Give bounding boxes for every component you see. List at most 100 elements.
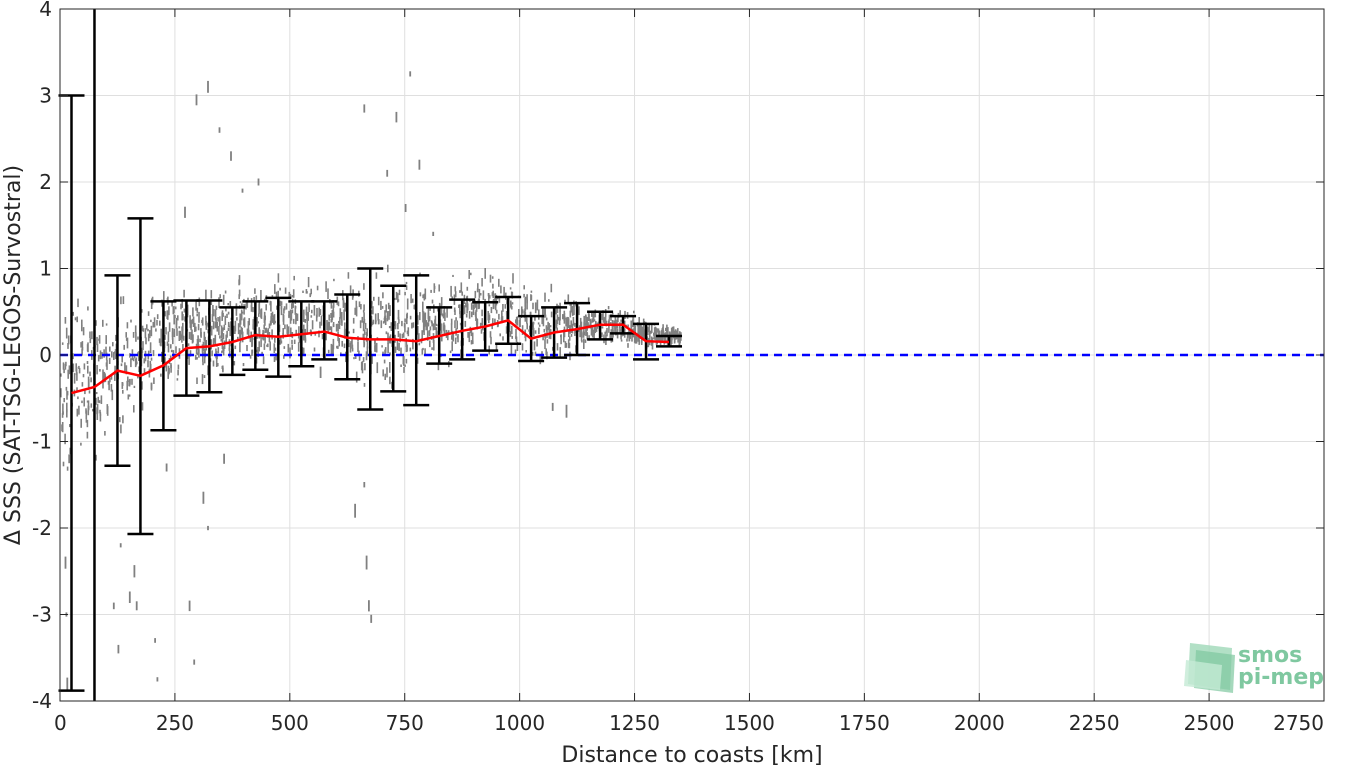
scatter-point [387, 302, 390, 310]
scatter-point [83, 363, 86, 370]
scatter-point [119, 417, 121, 423]
scatter-point [510, 300, 512, 308]
scatter-point [394, 324, 397, 330]
scatter-point [641, 330, 644, 337]
scatter-point [184, 206, 186, 218]
scatter-point [295, 314, 297, 325]
scatter-point [236, 317, 238, 321]
scatter-point [534, 315, 536, 321]
scatter-point [371, 354, 373, 364]
scatter-point [592, 333, 595, 338]
scatter-point [145, 337, 147, 345]
scatter-point [66, 409, 68, 418]
scatter-point [289, 315, 292, 324]
scatter-point [176, 328, 178, 336]
scatter-point [96, 403, 99, 414]
scatter-point [72, 353, 74, 360]
scatter-point [498, 295, 501, 303]
scatter-point [62, 362, 65, 370]
scatter-point [482, 326, 484, 331]
scatter-point [310, 288, 312, 295]
scatter-point [226, 330, 228, 338]
scatter-point [628, 338, 630, 342]
scatter-point [595, 328, 598, 332]
scatter-point [514, 349, 517, 354]
scatter-point [526, 294, 528, 304]
scatter-point [105, 352, 108, 361]
scatter-point [210, 290, 213, 299]
scatter-point [128, 591, 131, 603]
scatter-point [433, 283, 436, 293]
x-tick-label: 1500 [724, 711, 775, 735]
scatter-point [158, 338, 161, 343]
scatter-point [419, 312, 421, 321]
scatter-point [453, 307, 456, 312]
scatter-point [87, 342, 89, 353]
scatter-point [197, 344, 200, 355]
scatter-point [602, 310, 604, 321]
scatter-point [96, 336, 98, 346]
scatter-point [412, 338, 414, 350]
scatter-point [274, 337, 276, 343]
scatter-point [266, 344, 268, 347]
scatter-point [133, 355, 136, 359]
scatter-point [227, 327, 230, 331]
scatter-point [565, 404, 568, 418]
scatter-point [586, 333, 589, 340]
scatter-point [648, 323, 651, 333]
scatter-point [258, 327, 260, 332]
scatter-point [333, 278, 335, 282]
scatter-point [239, 313, 241, 321]
scatter-point [343, 343, 346, 349]
scatter-point [657, 328, 660, 335]
scatter-point [222, 294, 225, 305]
scatter-point [521, 343, 524, 351]
scatter-point [609, 332, 612, 340]
scatter-point [155, 328, 157, 332]
scatter-point [279, 340, 282, 345]
scatter-point [490, 336, 492, 345]
scatter-point [584, 339, 587, 343]
scatter-point [205, 320, 208, 330]
scatter-point [495, 309, 498, 314]
scatter-point [548, 299, 550, 302]
scatter-point [65, 386, 68, 391]
scatter-point [440, 297, 443, 306]
scatter-point [61, 422, 64, 433]
scatter-point [143, 368, 146, 375]
scatter-point [361, 361, 364, 371]
scatter-point [275, 353, 277, 361]
scatter-point [585, 314, 587, 318]
scatter-point [633, 322, 636, 330]
scatter-point [96, 343, 99, 352]
scatter-point [288, 291, 291, 298]
scatter-point [196, 339, 199, 350]
scatter-point [573, 305, 575, 316]
scatter-point [147, 360, 149, 368]
scatter-point [246, 328, 249, 335]
scatter-point [358, 301, 361, 308]
scatter-point [498, 278, 500, 287]
scatter-point [615, 324, 617, 336]
scatter-point [427, 322, 430, 327]
scatter-point [504, 304, 507, 309]
scatter-point [217, 363, 219, 367]
scatter-point [170, 364, 172, 373]
scatter-point [134, 325, 137, 333]
scatter-point [539, 354, 542, 365]
scatter-point [83, 397, 85, 407]
scatter-point [532, 322, 534, 330]
scatter-point [472, 340, 474, 345]
scatter-point [272, 315, 274, 321]
scatter-point [521, 306, 523, 316]
scatter-point [82, 374, 85, 378]
scatter-point [536, 299, 539, 311]
scatter-point [406, 314, 408, 325]
scatter-point [289, 293, 292, 299]
scatter-point [194, 322, 196, 332]
scatter-point [531, 352, 534, 356]
scatter-point [123, 344, 125, 350]
scatter-point [347, 272, 350, 279]
scatter-point [111, 389, 114, 401]
scatter-point [501, 316, 504, 322]
